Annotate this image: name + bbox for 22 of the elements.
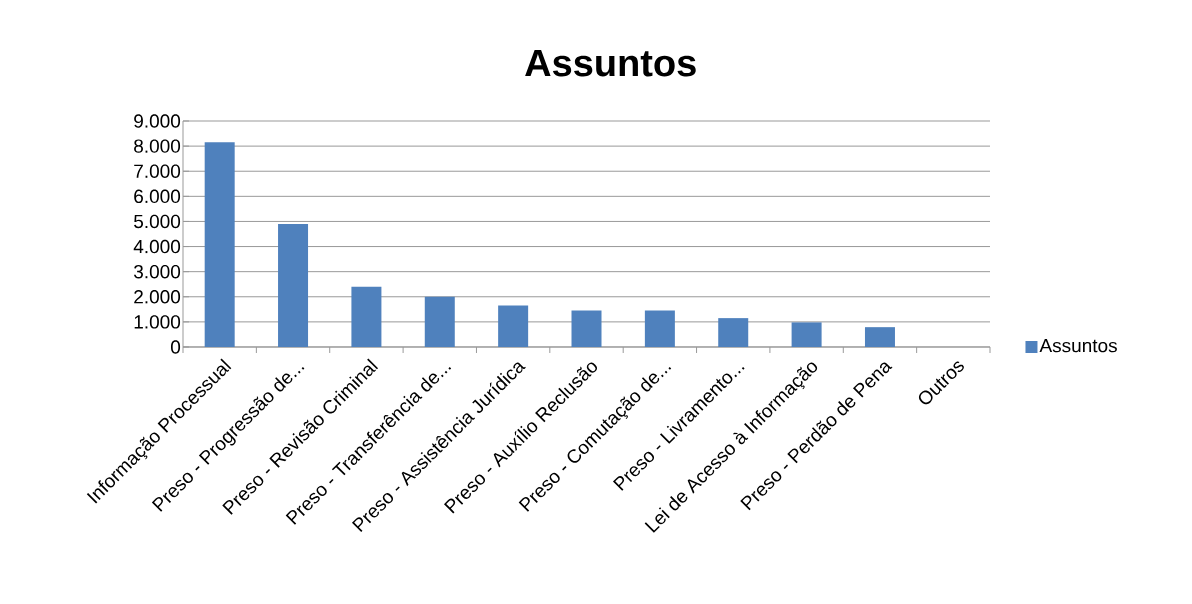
y-tick-label: 8.000 bbox=[134, 139, 181, 153]
y-tick-label: 1.000 bbox=[134, 315, 181, 329]
bar bbox=[351, 286, 382, 347]
bar bbox=[644, 310, 675, 347]
y-tick-label: 3.000 bbox=[133, 264, 181, 279]
y-tick-label: 5.000 bbox=[134, 214, 181, 229]
bar bbox=[424, 296, 455, 347]
bar bbox=[204, 142, 235, 347]
bar bbox=[864, 327, 895, 347]
y-tick-label: 9.000 bbox=[134, 114, 181, 128]
bar bbox=[791, 322, 822, 347]
bar bbox=[498, 305, 529, 347]
y-tick-label: 4.000 bbox=[133, 239, 181, 254]
bar bbox=[571, 310, 602, 347]
y-tick-label: 7.000 bbox=[134, 164, 181, 178]
bar bbox=[278, 223, 309, 347]
chart-title: Assuntos bbox=[525, 49, 696, 77]
bar bbox=[718, 318, 749, 347]
y-tick-label: 2.000 bbox=[134, 290, 181, 304]
legend-label: Assuntos bbox=[1039, 339, 1117, 353]
y-tick-label: 6.000 bbox=[134, 189, 181, 204]
y-tick-label: 0 bbox=[170, 340, 181, 354]
